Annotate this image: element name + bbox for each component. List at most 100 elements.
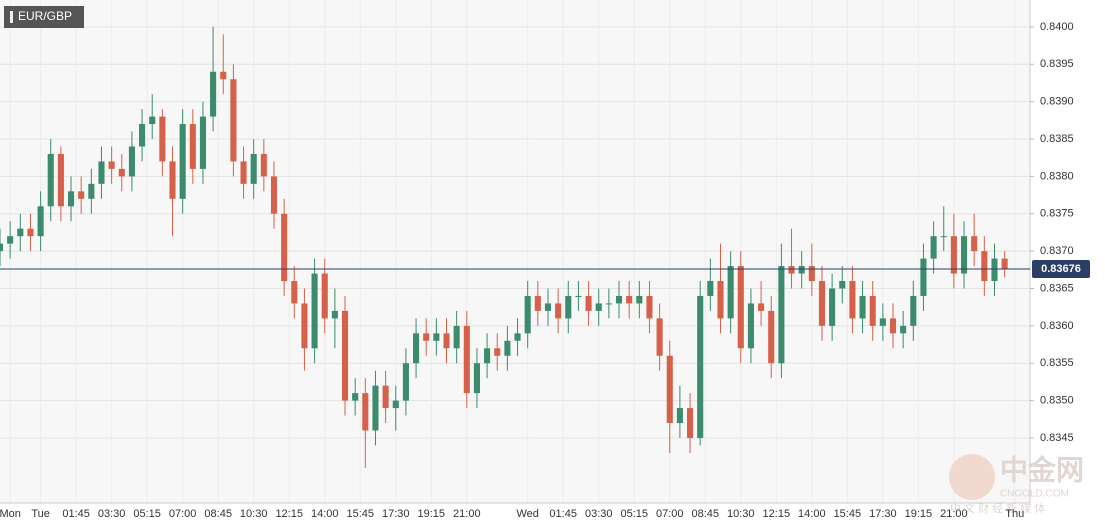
candle-body <box>230 79 237 162</box>
x-tick-label: 21:00 <box>453 508 481 520</box>
candle-body <box>494 348 501 356</box>
candle-body <box>57 153 64 207</box>
candle-body <box>514 333 521 341</box>
candle-body <box>67 191 75 207</box>
candle-body <box>362 393 369 431</box>
watermark: 中金网 CNGOLD.COM 中 文 财 经 新 媒 体 <box>949 453 1084 515</box>
x-tick-label: 03:30 <box>98 508 126 520</box>
candle-body <box>524 295 531 334</box>
candle-body <box>717 281 724 319</box>
y-tick-label: 0.8355 <box>1040 357 1074 369</box>
x-tick-label: 08:45 <box>204 508 232 520</box>
candle-body <box>971 236 978 252</box>
candle-body <box>626 295 633 304</box>
candle-body <box>869 295 876 326</box>
candle-body <box>981 251 988 282</box>
x-tick-label: Tue <box>31 508 50 520</box>
candle-body <box>879 318 886 326</box>
candle-body <box>473 363 480 394</box>
candle-body <box>331 310 338 319</box>
x-tick-label: 17:30 <box>869 508 897 520</box>
candle-body <box>900 325 907 334</box>
x-tick-label: Thu <box>1005 508 1024 520</box>
candle-body <box>859 295 866 319</box>
axes: 0.8345 0.8350 0.8355 0.8360 0.8365 0.8370 0.83… <box>0 21 1090 520</box>
x-tick-label: 21:00 <box>940 508 968 520</box>
candle-body <box>210 71 217 117</box>
candle-body <box>7 236 14 244</box>
candle-body <box>159 116 166 162</box>
candle-body <box>88 183 95 199</box>
x-tick-label: 07:00 <box>169 508 197 520</box>
candle-body <box>0 243 4 252</box>
candle-body <box>768 310 775 364</box>
candle-body <box>443 333 450 349</box>
x-tick-label: 08:45 <box>692 508 720 520</box>
last-price-box <box>1032 260 1090 279</box>
candle-body <box>697 295 704 438</box>
candle-body <box>463 325 470 394</box>
candle-body <box>615 295 623 304</box>
candle-body <box>169 161 176 199</box>
candle-body <box>281 213 288 282</box>
watermark-site: CNGOLD.COM <box>1000 489 1069 500</box>
candle-body <box>47 153 54 207</box>
candle-body <box>687 408 694 438</box>
x-tick-label: 01:45 <box>549 508 577 520</box>
candle-body <box>534 295 541 311</box>
candle-body <box>78 191 85 199</box>
candle-body <box>240 161 247 184</box>
candle-body <box>402 363 409 401</box>
title-box <box>4 6 84 28</box>
candle-body <box>585 295 592 311</box>
candle-body <box>382 385 389 409</box>
chart-title: EUR/GBP <box>18 9 72 23</box>
candle-body <box>788 266 795 274</box>
candle-body <box>565 295 572 319</box>
candle-body <box>758 303 765 311</box>
candle-body <box>950 236 957 274</box>
candle-body <box>778 266 785 364</box>
x-tick-label: 10:30 <box>240 508 268 520</box>
title-icon <box>10 11 13 23</box>
y-tick-label: 0.8385 <box>1040 133 1074 145</box>
watermark-brand: 中金网 <box>1000 453 1084 485</box>
candle-body <box>960 236 968 274</box>
watermark-logo <box>949 454 995 500</box>
x-tick-label: Mon <box>0 508 21 520</box>
candle-body <box>636 295 643 304</box>
candle-body <box>189 124 196 169</box>
candle-body <box>829 288 836 326</box>
x-tick-label: 19:15 <box>905 508 933 520</box>
y-tick-label: 0.8360 <box>1040 320 1074 332</box>
candle-body <box>453 325 460 349</box>
x-tick-label: 15:45 <box>346 508 374 520</box>
candle-body <box>656 318 663 356</box>
candle-body <box>839 281 846 289</box>
candle-body <box>920 258 927 296</box>
candle-body <box>991 258 998 282</box>
candle-body <box>544 303 552 311</box>
candle-body <box>108 161 115 169</box>
candle-body <box>423 333 430 341</box>
candle-body <box>128 146 135 177</box>
y-tick-label: 0.8390 <box>1040 96 1074 108</box>
candle-body <box>818 281 826 326</box>
candle-body <box>270 176 278 214</box>
candle-body <box>17 228 24 237</box>
candle-body <box>392 400 399 409</box>
x-tick-label: 07:00 <box>656 508 684 520</box>
candle-body <box>707 281 714 296</box>
candle-body <box>930 236 937 259</box>
x-tick-label: 12:15 <box>763 508 791 520</box>
candle-body <box>37 206 44 237</box>
x-tick-label: 03:30 <box>585 508 613 520</box>
candle-body <box>98 161 105 184</box>
candle-body <box>575 295 582 297</box>
y-tick-label: 0.8370 <box>1040 245 1074 257</box>
candle-body <box>139 124 146 147</box>
candle-body <box>808 266 815 282</box>
candle-body <box>27 228 34 237</box>
